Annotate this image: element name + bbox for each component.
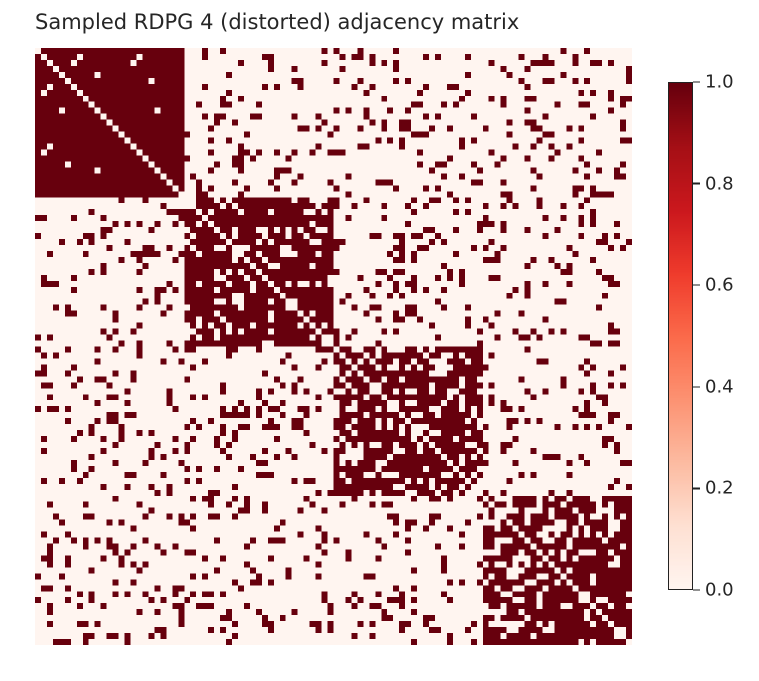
colorbar-tick: 1.0 [693, 72, 734, 93]
colorbar-tick: 0.8 [693, 173, 734, 194]
tick-mark [693, 284, 700, 286]
colorbar-tick: 0.0 [693, 580, 734, 601]
tick-mark [693, 386, 700, 388]
colorbar-canvas [669, 83, 692, 589]
tick-label: 1.0 [705, 72, 734, 93]
tick-label: 0.8 [705, 173, 734, 194]
tick-label: 0.6 [705, 275, 734, 296]
colorbar [668, 82, 693, 590]
colorbar-tick: 0.2 [693, 478, 734, 499]
colorbar-tick: 0.6 [693, 275, 734, 296]
tick-mark [693, 589, 700, 591]
tick-label: 0.2 [705, 478, 734, 499]
colorbar-tick: 0.4 [693, 376, 734, 397]
adjacency-heatmap [35, 48, 632, 645]
tick-mark [693, 183, 700, 185]
chart-title: Sampled RDPG 4 (distorted) adjacency mat… [35, 10, 519, 34]
tick-label: 0.0 [705, 580, 734, 601]
heatmap-canvas [35, 48, 632, 645]
tick-mark [693, 81, 700, 83]
tick-label: 0.4 [705, 376, 734, 397]
colorbar-ticks-container: 0.00.20.40.60.81.0 [693, 82, 759, 590]
tick-mark [693, 488, 700, 490]
